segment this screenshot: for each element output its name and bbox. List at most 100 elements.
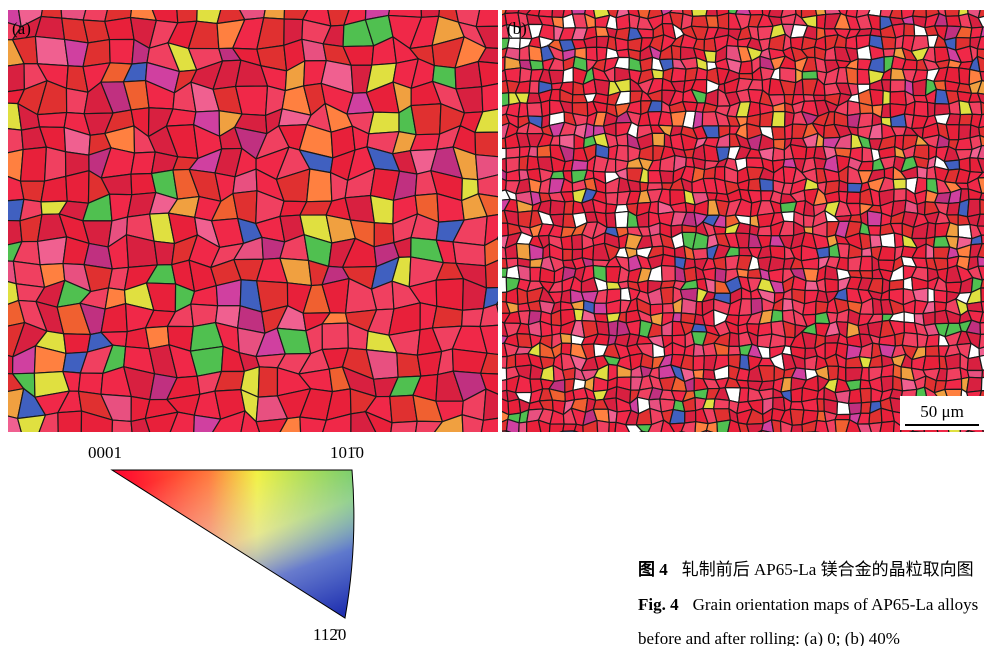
grain <box>132 434 153 462</box>
grain <box>881 37 895 49</box>
grain <box>760 112 774 127</box>
grain <box>739 388 749 403</box>
grain <box>561 290 571 304</box>
grain <box>551 171 565 179</box>
grain <box>847 192 861 204</box>
grain <box>849 403 862 415</box>
grain <box>903 59 917 69</box>
grain <box>772 433 784 445</box>
orientation-map-a <box>0 0 531 467</box>
grain <box>913 431 926 444</box>
grain <box>729 333 739 347</box>
grain <box>549 424 564 437</box>
grain <box>717 13 728 29</box>
grain <box>563 249 573 260</box>
grain <box>681 432 695 444</box>
grain <box>695 422 708 435</box>
grain <box>980 322 984 334</box>
grain <box>836 434 851 444</box>
grain <box>660 171 674 183</box>
grain <box>781 436 796 446</box>
grain <box>112 420 132 442</box>
grain <box>563 431 575 443</box>
grain <box>66 171 89 204</box>
grain <box>519 422 527 435</box>
grain <box>264 0 285 19</box>
grain <box>870 89 883 105</box>
grain <box>307 169 332 202</box>
grain <box>154 241 174 265</box>
grain <box>661 254 675 266</box>
grain <box>561 236 573 250</box>
grain <box>0 64 24 93</box>
grain <box>790 433 807 447</box>
grain <box>817 399 824 411</box>
grain <box>894 189 906 202</box>
grain <box>926 346 940 356</box>
grain <box>432 306 462 328</box>
grain <box>79 373 103 394</box>
grain <box>631 431 642 445</box>
grain <box>893 179 906 189</box>
grain <box>301 436 322 467</box>
grain <box>370 435 395 456</box>
grain <box>693 356 704 371</box>
grain <box>846 67 858 84</box>
grain <box>803 432 817 446</box>
grain <box>527 103 542 117</box>
grain <box>913 79 927 95</box>
grain <box>967 377 982 392</box>
grain <box>606 193 618 205</box>
grain <box>685 411 696 423</box>
grain <box>507 38 520 49</box>
grain <box>421 0 440 17</box>
grain <box>860 256 873 270</box>
grain <box>563 368 576 380</box>
grain <box>506 419 519 435</box>
grain <box>890 91 906 105</box>
grain <box>673 313 682 322</box>
grain <box>671 68 686 82</box>
grain <box>958 431 969 446</box>
grain <box>705 430 718 445</box>
grain <box>803 301 816 315</box>
grain <box>516 244 530 260</box>
grain <box>890 3 902 19</box>
grain <box>519 46 529 61</box>
caption-en: Fig. 4Grain orientation maps of AP65-La … <box>638 595 978 614</box>
grain <box>518 103 528 117</box>
grain <box>713 226 725 234</box>
grain <box>772 111 785 126</box>
legend-label: 101̄0 <box>330 443 364 462</box>
grain <box>945 354 960 369</box>
grain <box>661 266 675 282</box>
grain <box>671 45 680 59</box>
grain <box>211 435 243 465</box>
grain <box>436 279 463 311</box>
grain <box>322 323 348 349</box>
grain <box>880 433 894 445</box>
grain <box>530 267 541 281</box>
grain <box>193 435 223 464</box>
grain <box>881 364 894 377</box>
grain <box>277 438 304 467</box>
panel-label: (b) <box>507 19 527 38</box>
grain <box>949 434 961 447</box>
grain <box>979 334 984 349</box>
grain <box>923 356 940 370</box>
grain <box>152 442 175 465</box>
grain <box>838 244 850 259</box>
grain <box>572 234 583 249</box>
grain <box>849 389 862 404</box>
grain <box>791 388 803 402</box>
grain <box>933 434 949 447</box>
grain <box>904 312 915 323</box>
grain <box>671 432 682 445</box>
grain <box>58 437 85 464</box>
grain <box>542 437 551 447</box>
grain <box>479 442 504 460</box>
grain <box>867 211 881 226</box>
grain <box>597 420 609 436</box>
grain <box>694 430 707 445</box>
